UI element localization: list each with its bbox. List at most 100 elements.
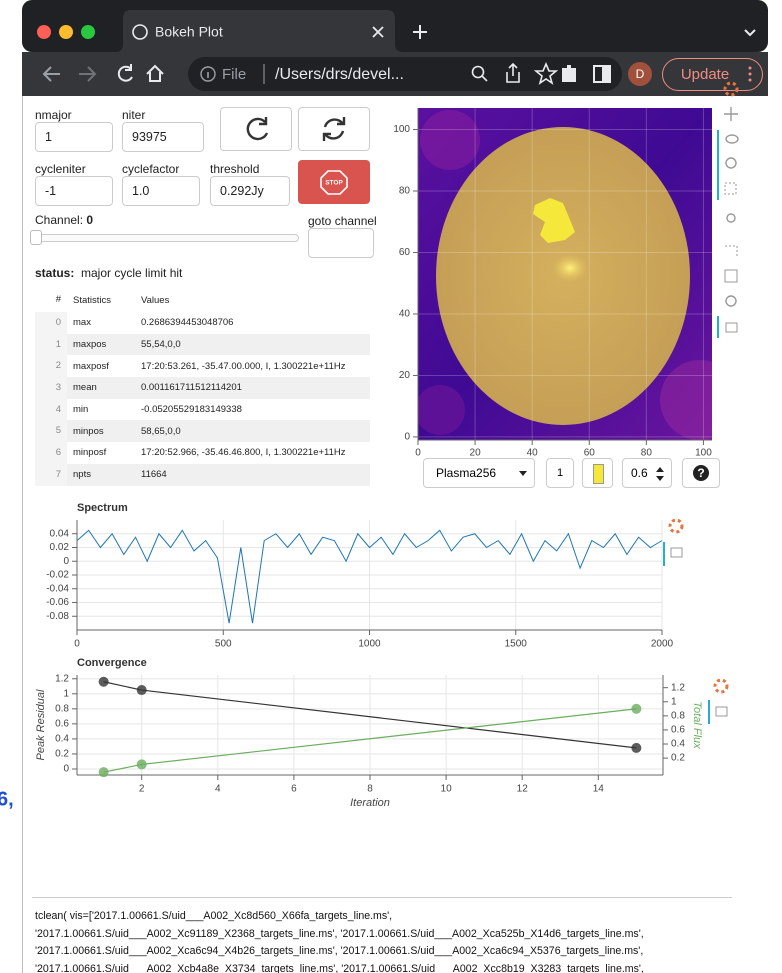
table-cell: minposf: [67, 447, 135, 458]
pan-tool[interactable]: [724, 107, 738, 121]
page: Bokeh Plot File /Users/drs/devel... D Up…: [0, 0, 782, 973]
niter-input[interactable]: 93975: [122, 122, 204, 152]
nmajor-input[interactable]: 1: [35, 122, 113, 152]
table-cell: 0.001161711512114201: [135, 382, 370, 393]
color-swatch: [593, 464, 604, 484]
select-caret: [519, 471, 527, 477]
continue-button[interactable]: [298, 107, 370, 151]
minimize-window[interactable]: [59, 25, 73, 39]
field-label: niter: [122, 108, 145, 122]
colormap-select[interactable]: Plasma256: [423, 458, 535, 488]
command-line: '2017.1.00661.S/uid___A002_Xc91189_X2368…: [35, 928, 644, 946]
y2-tick-label: 0.8: [671, 710, 685, 721]
column-header: Values: [135, 295, 370, 306]
wheel-tool[interactable]: [727, 214, 735, 222]
tab-title: Bokeh Plot: [155, 24, 223, 40]
x-tick-label: 100: [695, 448, 712, 459]
y-tick-label: -0.06: [46, 597, 69, 608]
data-point: [137, 759, 147, 769]
alpha-value: 0.6: [631, 466, 648, 480]
x-tick-label: 0: [74, 639, 80, 650]
threshold-input[interactable]: 0.292Jy: [210, 176, 290, 206]
table-cell: 3: [35, 377, 67, 399]
cyclefactor-input[interactable]: 1.0: [122, 176, 200, 206]
x-tick-label: 8: [367, 784, 373, 795]
cycleniter-input[interactable]: -1: [35, 176, 113, 206]
y-axis-label: Peak Residual: [35, 689, 47, 760]
stop-button[interactable]: STOP: [298, 160, 370, 204]
close-window[interactable]: [37, 25, 51, 39]
channel-text: Channel:: [35, 213, 83, 227]
step-button[interactable]: [220, 107, 292, 151]
channel-slider[interactable]: [35, 234, 299, 242]
y-tick-label: 0.02: [50, 542, 70, 553]
table-header-row: #StatisticsValues: [35, 288, 370, 312]
goto-channel-input[interactable]: [308, 228, 374, 258]
table-cell: 17:20:52.966, -35.46.46.800, I, 1.300221…: [135, 447, 370, 458]
address-bar[interactable]: [188, 57, 622, 91]
x-tick-label: 40: [527, 448, 539, 459]
table-cell: max: [67, 317, 135, 328]
zoom-window[interactable]: [81, 25, 95, 39]
save-tool[interactable]: [725, 270, 737, 282]
menu-dot[interactable]: [749, 79, 752, 82]
image-patch: [660, 360, 740, 440]
x-tick-label: 20: [470, 448, 482, 459]
channel-value: 0: [86, 213, 93, 227]
x-tick-label: 2000: [651, 639, 674, 650]
x-tick-label: 14: [593, 784, 605, 795]
y-tick-label: 0.04: [50, 528, 70, 539]
column-header: #: [35, 288, 67, 312]
table-cell: 7: [35, 464, 67, 486]
hover-tool[interactable]: [716, 707, 727, 716]
side-text: 6,: [0, 788, 14, 810]
x-tick-label: 2: [139, 784, 145, 795]
table-cell: npts: [67, 469, 135, 480]
hover-tool[interactable]: [726, 323, 737, 332]
y-tick-label: -0.04: [46, 583, 69, 594]
table-cell: minpos: [67, 426, 135, 437]
y-tick-label: 0.8: [55, 703, 69, 714]
command-line: '2017.1.00661.S/uid___A002_Xca6c94_X4b26…: [35, 945, 644, 963]
box-select-tool[interactable]: [725, 183, 736, 194]
menu-dot[interactable]: [749, 67, 752, 70]
y2-tick-label: 1.2: [671, 682, 685, 693]
crosshair-tool[interactable]: [725, 246, 737, 258]
field-label: cycleniter: [35, 162, 86, 176]
data-point: [631, 743, 641, 753]
spinner-arrows: [656, 466, 664, 482]
chart-title: Convergence: [77, 657, 147, 669]
alpha-spinner[interactable]: 0.6: [622, 458, 672, 488]
y2-tick-label: 1: [671, 696, 677, 707]
lasso-tool[interactable]: [726, 135, 738, 143]
data-point: [137, 685, 147, 695]
table-cell: 1: [35, 334, 67, 356]
color-picker[interactable]: [582, 458, 613, 488]
table-cell: 0: [35, 312, 67, 334]
table-cell: maxposf: [67, 361, 135, 372]
bokeh-logo: [715, 680, 727, 692]
table-cell: 17:20:53.261, -35.47.00.000, I, 1.300221…: [135, 361, 370, 372]
field-label: goto channel: [308, 214, 377, 228]
slider-handle[interactable]: [30, 230, 42, 245]
data-point: [99, 677, 109, 687]
image-patch: [420, 110, 480, 170]
help-button[interactable]: ?: [682, 458, 720, 488]
y2-tick-label: 0.4: [671, 739, 685, 750]
hover-tool[interactable]: [671, 548, 682, 557]
table-cell: mean: [67, 382, 135, 393]
zoom-tool[interactable]: [726, 158, 736, 168]
y-tick-label: 0.4: [55, 734, 69, 745]
channel-spinner[interactable]: 1: [546, 458, 574, 488]
y-tick-label: 100: [393, 124, 410, 135]
reset-tool[interactable]: [726, 296, 736, 306]
menu-dot[interactable]: [749, 73, 752, 76]
